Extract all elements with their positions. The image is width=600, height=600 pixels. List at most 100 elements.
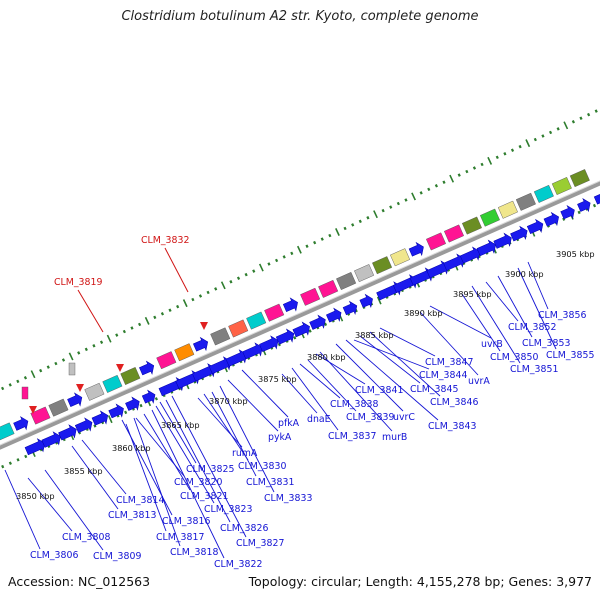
gene-label[interactable]: CLM_3831 bbox=[246, 477, 294, 488]
gene-label[interactable]: CLM_3809 bbox=[93, 551, 141, 562]
gene-label[interactable]: dnaE bbox=[307, 414, 331, 425]
gene-feature-block[interactable] bbox=[210, 327, 231, 346]
gene-label[interactable]: CLM_3823 bbox=[204, 504, 252, 515]
gene-label[interactable]: CLM_3856 bbox=[538, 310, 586, 321]
gene-label[interactable]: rumA bbox=[232, 448, 258, 459]
gene-arrow[interactable] bbox=[108, 402, 127, 421]
gene-arrow[interactable] bbox=[292, 320, 313, 339]
gene-label[interactable]: CLM_3833 bbox=[264, 493, 312, 504]
gene-label[interactable]: CLM_3852 bbox=[508, 322, 556, 333]
gene-arrow[interactable] bbox=[509, 224, 530, 243]
gene-arrow[interactable] bbox=[258, 334, 281, 354]
gene-label[interactable]: CLM_3825 bbox=[186, 464, 234, 475]
gene-feature-block[interactable] bbox=[479, 208, 500, 227]
gene-label[interactable]: murB bbox=[382, 432, 407, 443]
gene-feature-block[interactable] bbox=[300, 287, 321, 306]
gene-arrow[interactable] bbox=[241, 341, 265, 362]
gene-label[interactable]: CLM_3816 bbox=[162, 516, 210, 527]
gene-feature-block[interactable] bbox=[174, 343, 195, 362]
gene-feature-block[interactable] bbox=[84, 382, 105, 401]
gene-label[interactable]: CLM_3837 bbox=[328, 431, 376, 442]
gene-label[interactable]: CLM_3847 bbox=[425, 357, 473, 368]
gene-arrow[interactable] bbox=[24, 437, 48, 458]
gene-label[interactable]: CLM_3827 bbox=[236, 538, 284, 549]
gene-label[interactable]: CLM_3808 bbox=[62, 532, 110, 543]
gene-arrow[interactable] bbox=[408, 241, 426, 259]
marker-triangle[interactable] bbox=[76, 384, 84, 392]
gene-label[interactable]: CLM_3826 bbox=[220, 523, 268, 534]
gene-label[interactable]: CLM_3821 bbox=[180, 491, 228, 502]
gene-arrow[interactable] bbox=[282, 296, 300, 314]
gene-arrow[interactable] bbox=[359, 292, 376, 310]
gene-feature-block[interactable] bbox=[390, 248, 411, 267]
gene-label[interactable]: CLM_3839 bbox=[346, 412, 394, 423]
gene-arrow[interactable] bbox=[576, 197, 593, 215]
gene-feature-block[interactable] bbox=[228, 319, 249, 338]
gene-arrow[interactable] bbox=[476, 238, 499, 258]
gene-feature-block[interactable] bbox=[318, 279, 339, 298]
gene-arrow[interactable] bbox=[543, 210, 562, 229]
gene-label[interactable]: CLM_3853 bbox=[522, 338, 570, 349]
gene-arrow[interactable] bbox=[124, 395, 142, 413]
gene-feature-block[interactable] bbox=[354, 264, 375, 283]
gene-arrow[interactable] bbox=[493, 231, 515, 251]
gene-feature-block[interactable] bbox=[443, 224, 464, 243]
gene-label[interactable]: CLM_3820 bbox=[174, 477, 222, 488]
gene-label[interactable]: pykA bbox=[268, 432, 292, 443]
marker-triangle[interactable] bbox=[116, 364, 124, 372]
gene-feature-block[interactable] bbox=[30, 406, 51, 425]
gene-arrow[interactable] bbox=[41, 430, 64, 450]
gene-arrow[interactable] bbox=[141, 388, 158, 406]
gene-label[interactable]: CLM_3813 bbox=[108, 510, 156, 521]
gene-label[interactable]: CLM_3817 bbox=[156, 532, 204, 543]
gene-feature-block[interactable] bbox=[425, 232, 447, 251]
gene-label[interactable]: CLM_3844 bbox=[419, 370, 467, 381]
gene-label[interactable]: CLM_3830 bbox=[238, 461, 286, 472]
gene-arrow[interactable] bbox=[526, 217, 546, 236]
gene-arrow[interactable] bbox=[74, 416, 95, 436]
gene-arrow[interactable] bbox=[275, 327, 297, 347]
red-gene-label[interactable]: CLM_3819 bbox=[54, 277, 102, 288]
gene-feature-block[interactable] bbox=[120, 367, 141, 385]
gene-label[interactable]: CLM_3822 bbox=[214, 559, 262, 570]
gene-feature-block[interactable] bbox=[551, 177, 572, 195]
marker-triangle[interactable] bbox=[29, 406, 37, 414]
gene-label[interactable]: CLM_3851 bbox=[510, 364, 558, 375]
gene-label[interactable]: uvrA bbox=[468, 376, 490, 387]
gene-feature-block[interactable] bbox=[336, 272, 357, 290]
gene-label[interactable]: CLM_3845 bbox=[410, 384, 458, 395]
gene-label[interactable]: CLM_3850 bbox=[490, 352, 538, 363]
gene-feature-block[interactable] bbox=[515, 192, 536, 211]
gene-label[interactable]: CLM_3846 bbox=[430, 397, 478, 408]
gene-feature-block[interactable] bbox=[102, 374, 123, 393]
gene-arrow[interactable] bbox=[66, 391, 84, 409]
gene-feature-block[interactable] bbox=[48, 398, 69, 417]
gene-arrow[interactable] bbox=[57, 423, 79, 443]
gene-arrow[interactable] bbox=[560, 204, 578, 222]
gene-label[interactable]: CLM_3843 bbox=[428, 421, 476, 432]
gene-arrow[interactable] bbox=[308, 313, 328, 332]
gene-arrow[interactable] bbox=[192, 336, 210, 354]
gene-arrow[interactable] bbox=[325, 306, 344, 325]
gene-label[interactable]: CLM_3814 bbox=[116, 495, 164, 506]
gene-arrow[interactable] bbox=[12, 415, 30, 433]
marker-feature-block[interactable] bbox=[21, 386, 29, 400]
gene-feature-block[interactable] bbox=[156, 351, 177, 370]
red-gene-label[interactable]: CLM_3832 bbox=[141, 235, 189, 246]
gene-feature-block[interactable] bbox=[264, 303, 285, 322]
marker-feature-block[interactable] bbox=[68, 362, 76, 376]
gene-feature-block[interactable] bbox=[246, 311, 267, 330]
gene-label[interactable]: uvrC bbox=[393, 412, 415, 423]
gene-arrow[interactable] bbox=[459, 245, 483, 266]
gene-label[interactable]: CLM_3855 bbox=[546, 350, 594, 361]
gene-arrow[interactable] bbox=[91, 409, 111, 428]
gene-label[interactable]: uvrB bbox=[481, 339, 503, 350]
gene-feature-block[interactable] bbox=[461, 216, 482, 235]
gene-feature-block[interactable] bbox=[533, 184, 554, 203]
gene-feature-block[interactable] bbox=[372, 256, 393, 275]
marker-triangle[interactable] bbox=[200, 322, 208, 330]
gene-label[interactable]: pfkA bbox=[278, 418, 300, 429]
gene-label[interactable]: CLM_3806 bbox=[30, 550, 78, 561]
gene-label[interactable]: CLM_3841 bbox=[355, 385, 403, 396]
